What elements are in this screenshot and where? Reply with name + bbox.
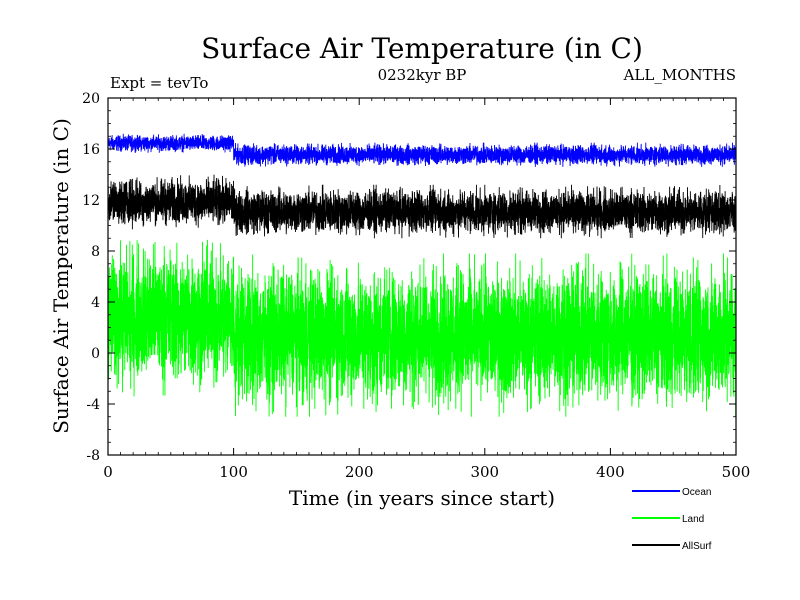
chart-title: Surface Air Temperature (in C): [201, 32, 643, 65]
legend-label-ocean: Ocean: [682, 487, 711, 498]
x-tick-label: 0: [103, 463, 113, 481]
series-layer: [108, 133, 736, 417]
x-tick-label: 300: [470, 463, 499, 481]
series-line-allsurf: [108, 174, 736, 239]
y-tick-label: 20: [82, 91, 100, 107]
y-tick-label: 0: [91, 346, 100, 362]
series-line-land: [108, 239, 736, 417]
chart-subtitle-center: 0232kyr BP: [378, 66, 467, 84]
legend-label-land: Land: [682, 514, 704, 525]
y-tick-label: 16: [82, 142, 100, 158]
x-tick-label: 500: [722, 463, 751, 481]
series-line-ocean: [108, 133, 736, 167]
y-tick-label: 8: [91, 244, 100, 260]
y-tick-label: 4: [91, 295, 100, 311]
x-tick-label: 400: [596, 463, 625, 481]
y-axis-label: Surface Air Temperature (in C): [49, 118, 73, 434]
y-tick-label: -8: [86, 448, 100, 464]
x-tick-label: 200: [345, 463, 374, 481]
y-tick-label: 12: [82, 193, 100, 209]
x-axis-label: Time (in years since start): [289, 486, 555, 510]
axis-ticks: 0 100 200 300 400 500 -8 -4 0 4 8 12 16 20: [82, 91, 750, 481]
x-tick-label: 100: [219, 463, 248, 481]
y-tick-label: -4: [86, 397, 100, 413]
chart-subtitle-right: ALL_MONTHS: [623, 66, 736, 84]
legend: Ocean Land AllSurf: [632, 487, 712, 552]
chart-subtitle-left: Expt = tevTo: [110, 74, 208, 92]
legend-label-allsurf: AllSurf: [682, 541, 712, 552]
